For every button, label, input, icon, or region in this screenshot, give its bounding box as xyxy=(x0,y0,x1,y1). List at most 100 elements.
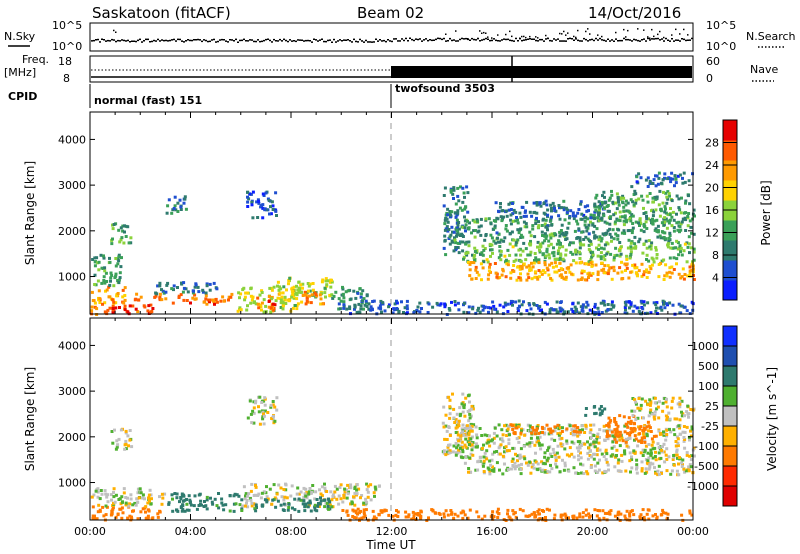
velocity-cell xyxy=(458,406,462,410)
power-cell xyxy=(136,310,140,314)
noise-point xyxy=(351,41,353,43)
power-cell xyxy=(253,300,256,304)
noise-point xyxy=(447,40,449,42)
power-cell xyxy=(638,224,641,227)
velocity-cell xyxy=(552,451,556,455)
power-cell xyxy=(541,252,545,256)
power-cell xyxy=(464,242,468,246)
power-cell xyxy=(530,214,534,218)
power-cell xyxy=(543,271,547,275)
power-cell xyxy=(307,284,311,288)
velocity-cell xyxy=(483,514,487,518)
power-cell xyxy=(668,301,672,305)
power-cell xyxy=(578,240,582,244)
velocity-cell xyxy=(536,510,540,513)
velocity-cell xyxy=(411,510,415,514)
power-cell xyxy=(618,219,622,223)
power-cell xyxy=(551,308,555,312)
velocity-cell xyxy=(647,456,651,460)
velocity-cell xyxy=(619,469,623,473)
power-cell xyxy=(498,303,502,307)
velocity-cell xyxy=(570,440,574,444)
velocity-cell xyxy=(467,470,470,474)
power-cell xyxy=(613,220,617,224)
power-cell xyxy=(483,238,487,242)
power-cell xyxy=(550,232,554,236)
power-cell xyxy=(597,247,600,251)
velocity-cell xyxy=(659,456,663,460)
velocity-cell xyxy=(471,453,475,457)
power-cell xyxy=(342,303,346,307)
power-cell xyxy=(463,226,467,230)
velocity-cell xyxy=(139,510,143,514)
velocity-cell xyxy=(412,517,416,520)
power-cell xyxy=(516,309,520,313)
velocity-cell xyxy=(543,451,547,455)
power-cell xyxy=(548,308,552,312)
power-cell xyxy=(346,289,350,293)
power-cell xyxy=(558,261,562,265)
noise-point xyxy=(225,40,227,42)
power-cell xyxy=(558,217,562,221)
noise-point xyxy=(617,40,619,42)
power-cell xyxy=(521,249,525,253)
noise-point xyxy=(149,41,151,43)
noise-point xyxy=(201,40,203,43)
velocity-colorbar-swatch xyxy=(723,486,737,507)
power-cell xyxy=(584,305,588,309)
velocity-cell xyxy=(158,510,162,514)
power-cell xyxy=(106,308,110,312)
power-cell xyxy=(468,274,472,278)
velocity-cell xyxy=(249,498,253,502)
velocity-cell xyxy=(127,444,130,448)
power-cell xyxy=(154,294,158,298)
power-cell xyxy=(669,246,673,250)
power-cell xyxy=(503,301,507,305)
velocity-cell xyxy=(606,437,610,441)
power-cell xyxy=(337,307,341,311)
velocity-cell xyxy=(532,466,536,470)
velocity-cell xyxy=(104,513,108,517)
power-cell xyxy=(663,306,667,310)
velocity-cell xyxy=(537,431,541,435)
velocity-cell xyxy=(581,463,585,467)
noise-search-point xyxy=(485,32,487,34)
power-cell xyxy=(400,300,403,304)
velocity-cell xyxy=(663,397,667,400)
power-cell xyxy=(548,233,552,237)
velocity-cell xyxy=(374,516,378,520)
power-cell xyxy=(622,196,626,200)
velocity-cell xyxy=(666,415,669,419)
velocity-cell xyxy=(185,498,188,501)
noise-point xyxy=(139,38,141,41)
power-cell xyxy=(514,241,518,245)
velocity-cell xyxy=(648,465,652,469)
power-cell xyxy=(179,208,183,211)
velocity-cell xyxy=(675,417,679,421)
velocity-cell xyxy=(337,494,341,498)
velocity-cell xyxy=(99,489,103,492)
power-cell xyxy=(129,236,133,240)
noise-point xyxy=(233,40,235,42)
velocity-cell xyxy=(579,444,583,447)
velocity-cell xyxy=(372,515,376,519)
power-cell xyxy=(678,208,682,212)
freq-panel-frame xyxy=(89,55,694,83)
power-cell xyxy=(447,307,451,310)
power-cell xyxy=(559,206,563,210)
velocity-cell xyxy=(525,442,529,446)
power-cell xyxy=(515,216,518,219)
velocity-cell xyxy=(187,508,191,512)
power-cell xyxy=(626,201,630,205)
velocity-cell xyxy=(90,495,94,499)
power-cell xyxy=(678,244,682,248)
power-cell xyxy=(516,307,520,310)
power-cell xyxy=(602,206,606,210)
noise-point xyxy=(401,38,403,40)
power-cell xyxy=(358,311,362,315)
velocity-cell xyxy=(387,513,391,517)
power-cell xyxy=(277,288,281,292)
velocity-cell xyxy=(643,436,646,439)
power-cell xyxy=(681,217,685,221)
power-cell xyxy=(602,190,606,194)
